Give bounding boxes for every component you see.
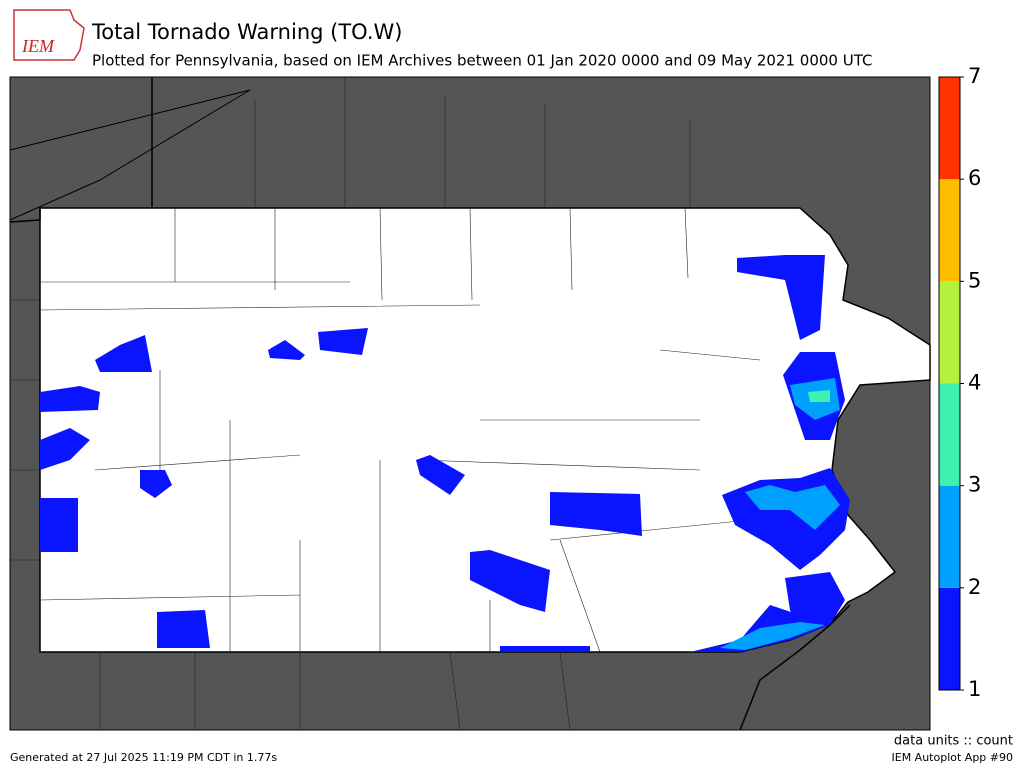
colorbar-segment <box>939 383 960 486</box>
colorbar-segment <box>939 485 960 588</box>
footer-app: IEM Autoplot App #90 <box>892 751 1014 764</box>
colorbar: 1 2 3 4 5 6 7 <box>938 64 981 701</box>
colorbar-segment <box>939 179 960 282</box>
colorbar-segment <box>939 281 960 384</box>
map <box>9 76 931 731</box>
colorbar-segment <box>939 587 960 690</box>
colorbar-tick-label: 3 <box>968 473 981 497</box>
units-label: data units :: count <box>894 734 1013 749</box>
colorbar-tick-label: 1 <box>968 677 981 701</box>
subtitle: Plotted for Pennsylvania, based on IEM A… <box>92 52 872 70</box>
colorbar-tick-label: 4 <box>968 371 981 395</box>
colorbar-tick-label: 6 <box>968 166 981 190</box>
logo: IEM <box>13 9 85 61</box>
colorbar-tick-label: 5 <box>968 268 981 292</box>
colorbar-tick-label: 2 <box>968 575 981 599</box>
colorbar-tick-label: 7 <box>968 64 981 88</box>
colorbar-segment <box>939 77 960 180</box>
title: Total Tornado Warning (TO.W) <box>91 20 402 44</box>
logo-text: IEM <box>21 36 55 56</box>
footer-generated: Generated at 27 Jul 2025 11:19 PM CDT in… <box>10 751 277 764</box>
